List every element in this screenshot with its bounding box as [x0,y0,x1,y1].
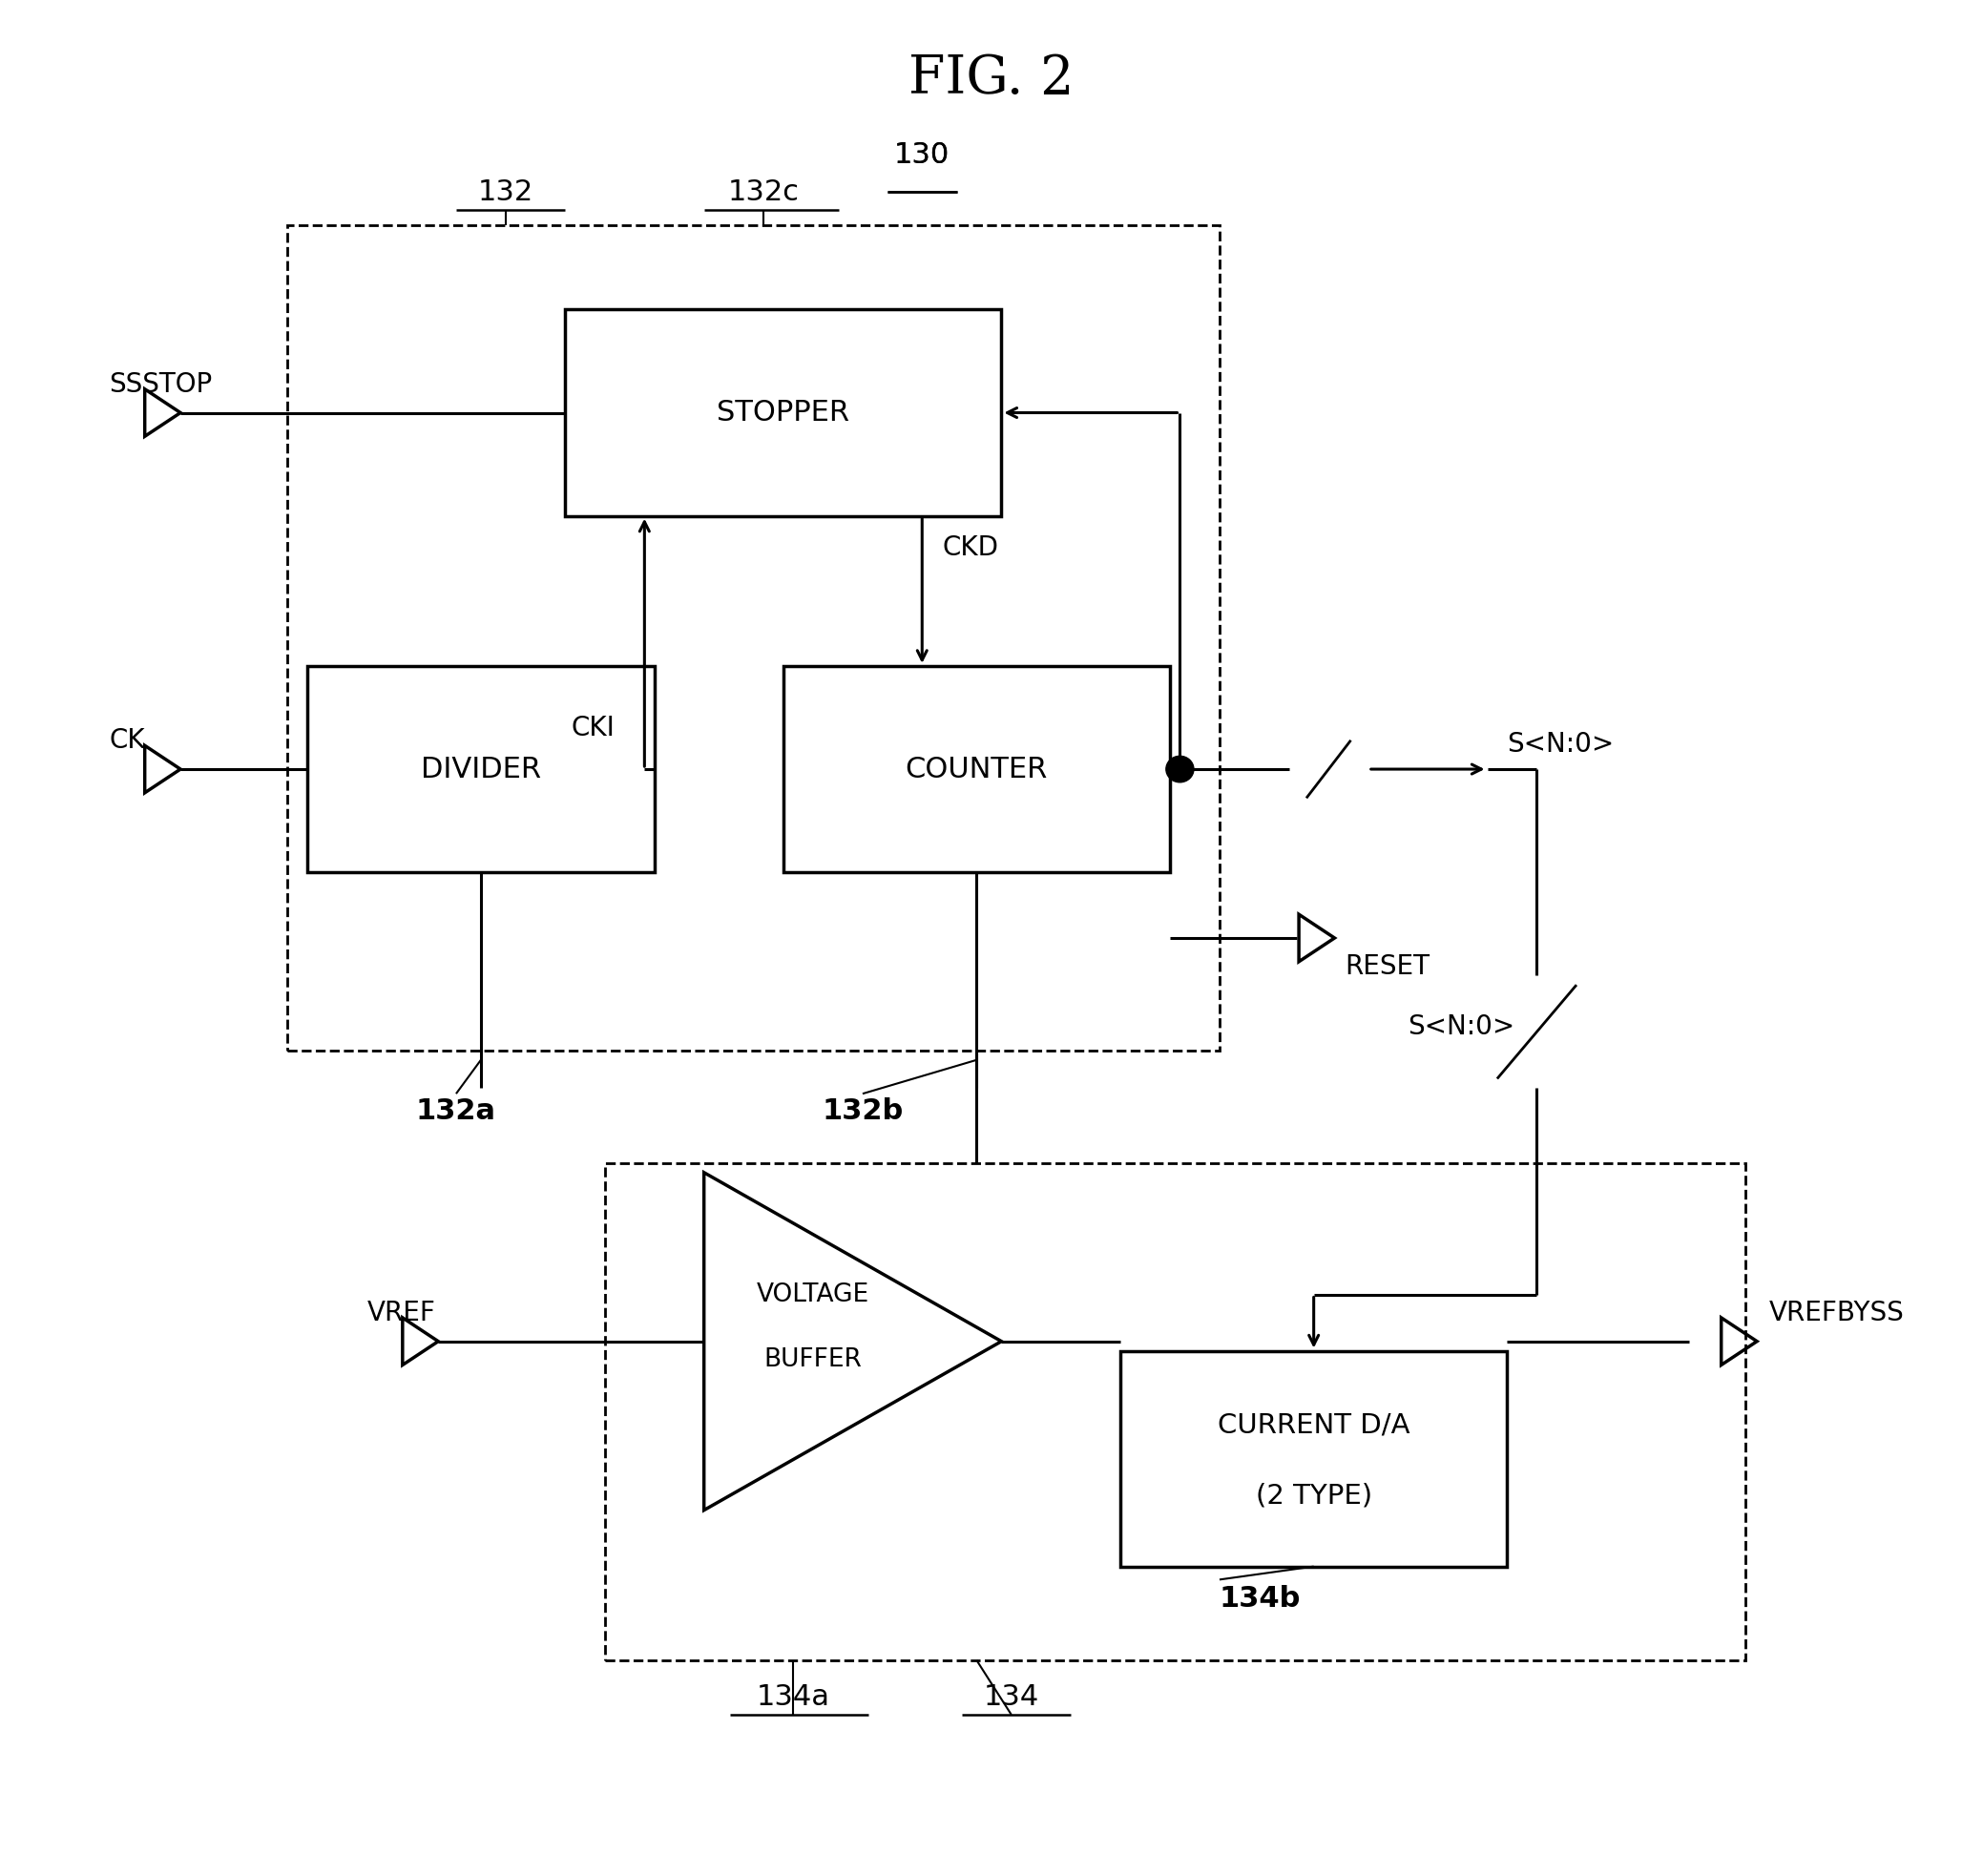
Text: VOLTAGE: VOLTAGE [758,1281,869,1308]
Text: S<N:0>: S<N:0> [1408,1013,1515,1039]
Text: BUFFER: BUFFER [763,1347,863,1373]
Text: CURRENT D/A: CURRENT D/A [1218,1411,1410,1439]
Text: FIG. 2: FIG. 2 [908,53,1075,105]
Bar [565,310,1001,516]
Text: 132c: 132c [728,178,799,206]
Text: 130: 130 [894,141,950,169]
Text: VREF: VREF [367,1300,436,1326]
Text: 130: 130 [894,141,950,169]
Text: S<N:0>: S<N:0> [1507,732,1614,758]
Text: CK: CK [109,728,145,754]
Text: STOPPER: STOPPER [718,400,849,426]
Text: 134b: 134b [1220,1585,1301,1613]
Bar [783,666,1170,872]
Text: 134a: 134a [756,1683,831,1711]
Text: COUNTER: COUNTER [906,756,1047,782]
Text: CKD: CKD [942,535,997,561]
Text: 132b: 132b [821,1097,904,1126]
Bar [605,1163,1745,1660]
Text: 134: 134 [984,1683,1039,1711]
Bar [307,666,654,872]
Text: 132a: 132a [416,1097,496,1126]
Text: DIVIDER: DIVIDER [420,756,541,782]
Bar [1120,1351,1507,1566]
Text: SSSTOP: SSSTOP [109,371,212,398]
Bar [288,225,1220,1051]
Circle shape [1166,756,1194,782]
Text: 132: 132 [478,178,533,206]
Text: (2 TYPE): (2 TYPE) [1255,1482,1372,1510]
Text: VREFBYSS: VREFBYSS [1769,1300,1904,1326]
Text: RESET: RESET [1344,953,1430,979]
Text: CKI: CKI [571,715,615,741]
